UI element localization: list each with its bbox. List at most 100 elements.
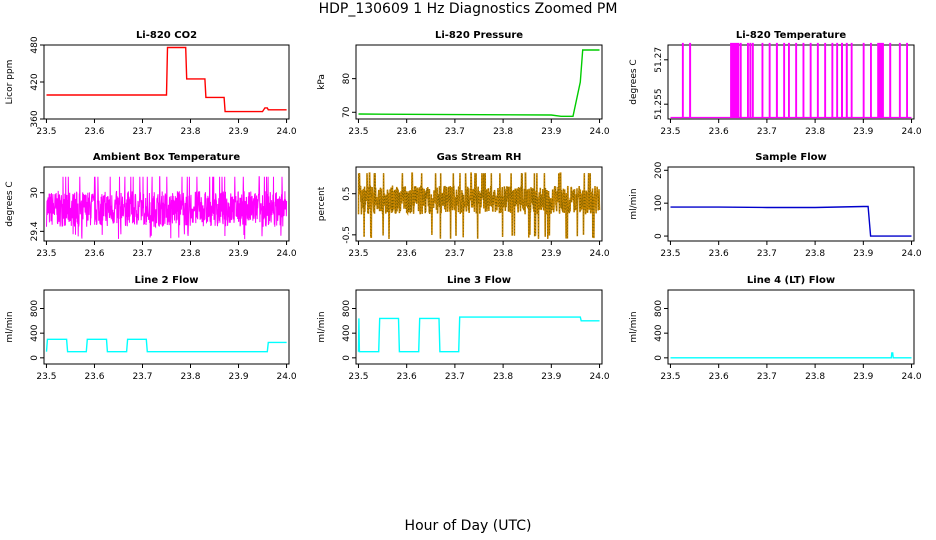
plot-frame <box>43 166 290 242</box>
x-tick-label: 24.0 <box>590 127 610 137</box>
y-tick-label: 0 <box>342 355 352 361</box>
y-tick-label: 360 <box>30 110 40 127</box>
x-axis-title: Hour of Day (UTC) <box>404 518 532 534</box>
y-tick-label: 0 <box>654 355 664 361</box>
x-tick-label: 23.9 <box>853 249 873 259</box>
chart-panel: Li-820 Temperature 23.5 23.6 23.7 23.8 23.9 24… <box>629 30 922 137</box>
x-tick-label: 23.6 <box>397 372 417 382</box>
plot-frame <box>355 289 603 365</box>
x-tick-label: 23.9 <box>853 372 873 382</box>
chart-panel: Line 3 Flow 23.5 23.6 23.7 23.8 23.9 24.0 0 400 8… <box>317 275 610 382</box>
chart-title: Gas Stream RH <box>437 152 522 163</box>
chart-title: Ambient Box Temperature <box>93 152 240 163</box>
chart-title: Li-820 Temperature <box>736 30 846 41</box>
x-tick-label: 23.6 <box>709 127 729 137</box>
y-axis-label: Licor ppm <box>5 60 15 105</box>
y-tick-label: 400 <box>654 324 664 341</box>
y-axis-label: degrees C <box>629 59 639 104</box>
series-line <box>670 352 912 359</box>
x-tick-label: 23.6 <box>84 127 104 137</box>
x-tick-label: 23.7 <box>757 127 777 137</box>
chart-panel: Line 4 (LT) Flow 23.5 23.6 23.7 23.8 23.9 24.0… <box>629 275 922 382</box>
y-tick-label: 51.255 <box>654 88 664 120</box>
y-tick-label: 51.27 <box>654 47 664 73</box>
x-tick-label: 23.6 <box>397 127 417 137</box>
series-line <box>46 46 287 113</box>
x-tick-label: 23.7 <box>445 249 465 259</box>
chart-panel: Ambient Box Temperature 23.5 23.6 23.7 23.8 2… <box>5 152 297 259</box>
x-tick-label: 23.5 <box>348 249 368 259</box>
series-line <box>45 338 287 353</box>
chart-title: Li-820 Pressure <box>435 30 523 41</box>
series-line <box>670 42 912 119</box>
chart-panel: Line 2 Flow 23.5 23.6 23.7 23.8 23.9 24.0 0 400 8… <box>5 275 297 382</box>
y-tick-label: -0.5 <box>342 226 352 244</box>
x-tick-label: 24.0 <box>902 127 922 137</box>
y-tick-label: 420 <box>30 73 40 90</box>
plot-frame <box>355 44 603 120</box>
chart-panel: Sample Flow 23.5 23.6 23.7 23.8 23.9 24.0 0 100 2… <box>629 152 922 259</box>
x-tick-label: 23.8 <box>493 127 513 137</box>
y-axis-label: ml/min <box>5 311 15 342</box>
series-line <box>357 316 600 353</box>
x-tick-label: 23.5 <box>348 372 368 382</box>
y-tick-label: 480 <box>30 36 40 53</box>
chart-title: Line 4 (LT) Flow <box>747 275 835 286</box>
series-line <box>670 205 912 237</box>
y-axis-label: ml/min <box>629 188 639 219</box>
x-tick-label: 23.8 <box>180 127 200 137</box>
x-tick-label: 23.7 <box>757 249 777 259</box>
y-tick-label: 80 <box>342 73 352 85</box>
y-tick-label: 400 <box>30 324 40 341</box>
chart-panel: Li-820 CO2 23.5 23.6 23.7 23.8 23.9 24.0 360 420… <box>5 30 297 137</box>
series-points <box>358 172 600 239</box>
x-tick-label: 23.7 <box>757 372 777 382</box>
x-tick-label: 23.8 <box>493 372 513 382</box>
x-tick-label: 24.0 <box>590 249 610 259</box>
x-tick-label: 23.5 <box>36 372 56 382</box>
x-tick-label: 23.5 <box>660 127 680 137</box>
x-tick-label: 24.0 <box>902 372 922 382</box>
y-tick-label: 0 <box>654 233 664 239</box>
y-tick-label: 100 <box>654 194 664 211</box>
x-tick-label: 23.6 <box>84 372 104 382</box>
x-tick-label: 23.7 <box>445 372 465 382</box>
plot-frame <box>43 289 290 365</box>
y-tick-label: 800 <box>342 300 352 317</box>
x-tick-label: 24.0 <box>277 372 297 382</box>
y-axis-label: kPa <box>317 74 327 90</box>
x-tick-label: 23.8 <box>493 249 513 259</box>
x-tick-label: 24.0 <box>902 249 922 259</box>
x-tick-label: 23.9 <box>541 249 561 259</box>
chart-title: Line 2 Flow <box>135 275 199 286</box>
figure-title: HDP_130609 1 Hz Diagnostics Zoomed PM <box>318 1 618 17</box>
x-tick-label: 23.6 <box>709 372 729 382</box>
x-tick-label: 23.8 <box>805 127 825 137</box>
x-tick-label: 23.5 <box>660 372 680 382</box>
y-tick-label: 800 <box>654 300 664 317</box>
x-tick-label: 23.6 <box>84 249 104 259</box>
y-axis-label: degrees C <box>5 181 15 226</box>
y-tick-label: 400 <box>342 324 352 341</box>
x-tick-label: 23.9 <box>229 372 249 382</box>
x-tick-label: 24.0 <box>277 127 297 137</box>
x-tick-label: 23.8 <box>180 372 200 382</box>
x-tick-label: 23.5 <box>660 249 680 259</box>
y-axis-label: percent <box>317 186 327 221</box>
y-tick-label: 0 <box>30 355 40 361</box>
x-tick-label: 23.6 <box>709 249 729 259</box>
x-tick-label: 23.8 <box>805 249 825 259</box>
plot-frame <box>667 44 915 120</box>
x-tick-label: 23.9 <box>541 372 561 382</box>
x-tick-label: 23.9 <box>229 249 249 259</box>
x-tick-label: 24.0 <box>277 249 297 259</box>
series-line <box>357 172 601 239</box>
x-tick-label: 23.9 <box>229 127 249 137</box>
chart-panel: Li-820 Pressure 23.5 23.6 23.7 23.8 23.9 24.0 7… <box>317 30 610 137</box>
x-tick-label: 23.7 <box>132 372 152 382</box>
y-tick-label: 70 <box>342 106 352 118</box>
x-tick-label: 24.0 <box>590 372 610 382</box>
plot-frame <box>355 166 603 242</box>
x-tick-label: 23.8 <box>805 372 825 382</box>
